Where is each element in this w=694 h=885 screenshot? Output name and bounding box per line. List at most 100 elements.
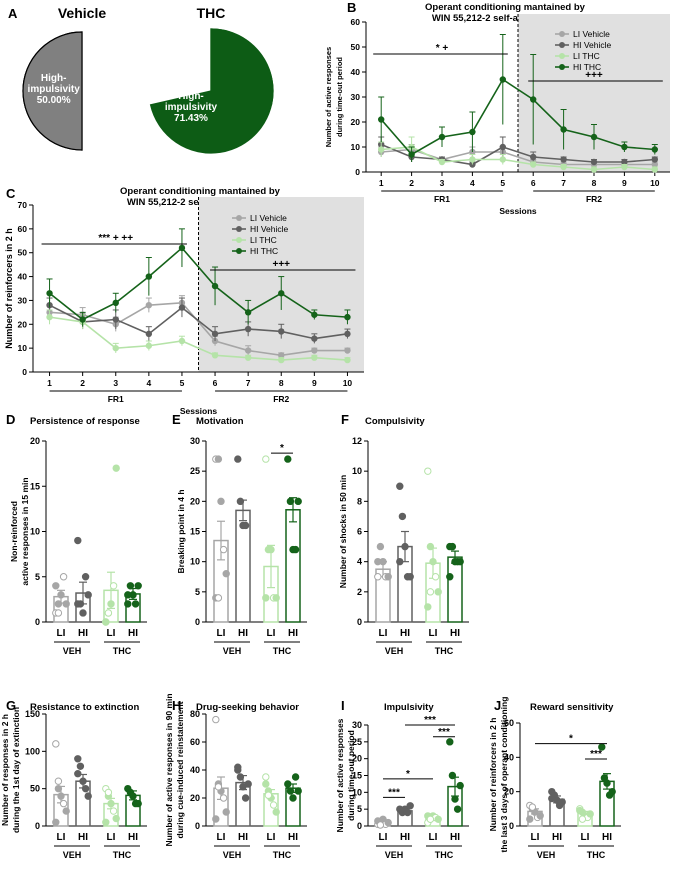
series-line-li-vehicle — [49, 301, 348, 357]
x-tick-label: LI — [107, 832, 116, 843]
data-point-hi-vehicle — [236, 497, 245, 506]
data-point-hi-thc — [124, 600, 132, 608]
data-point-hi-thc — [289, 794, 297, 802]
data-point-hi-thc — [378, 116, 385, 123]
y-axis-label: Number of shocks in 50 min — [338, 475, 348, 588]
y-tick-label: 10 — [190, 557, 200, 567]
y-axis-label: active responses in 15 min — [20, 477, 30, 585]
data-point-hi-vehicle — [79, 777, 87, 785]
x-tick-label: 7 — [246, 378, 251, 388]
data-point-hi-vehicle — [74, 755, 82, 763]
x-tick-label: 9 — [622, 178, 627, 188]
x-tick-label: 8 — [592, 178, 597, 188]
pie-title: Vehicle — [58, 5, 106, 21]
data-point-hi-thc — [286, 787, 295, 795]
panel-label-b: B — [347, 0, 356, 15]
data-point-li-vehicle — [374, 557, 382, 566]
data-point-hi-vehicle — [234, 763, 242, 771]
legend-marker — [559, 42, 565, 48]
data-point-hi-vehicle — [74, 536, 82, 545]
group-label: VEH — [223, 850, 242, 860]
data-point-li-vehicle — [212, 815, 220, 823]
data-point-hi-thc — [453, 805, 462, 813]
data-point-hi-thc — [448, 771, 457, 780]
y-tick-label: 50 — [351, 42, 361, 52]
y-tick-label: 25 — [190, 466, 200, 476]
data-point-li-vehicle — [54, 784, 63, 793]
data-point-li-thc — [264, 791, 273, 799]
data-point-li-vehicle — [212, 715, 220, 724]
phase-label: FR2 — [586, 194, 602, 204]
data-point-hi-vehicle — [211, 330, 219, 338]
y-tick-label: 60 — [504, 718, 514, 728]
pie-slice-label: impulsivity — [165, 102, 218, 113]
chart-title: Operant conditioning mantained by — [425, 2, 586, 13]
data-point-li-vehicle — [57, 591, 65, 599]
data-point-li-vehicle — [214, 594, 223, 602]
data-point-li-thc — [576, 806, 584, 815]
data-point-li-vehicle — [54, 609, 63, 617]
group-label: VEH — [223, 646, 242, 656]
data-point-li-vehicle — [278, 352, 285, 359]
data-point-hi-thc — [178, 244, 186, 252]
data-point-li-vehicle — [62, 600, 70, 608]
y-tick-label: 15 — [352, 771, 362, 781]
data-point-hi-thc — [408, 151, 415, 158]
chart-title: Resistance to extinction — [30, 702, 139, 713]
data-point-hi-thc — [134, 799, 142, 808]
data-point-li-thc — [262, 773, 270, 781]
y-tick-label: 10 — [352, 466, 362, 476]
data-point-hi-thc — [438, 133, 446, 141]
pie-slice-label: 71.43% — [174, 113, 208, 124]
y-tick-label: 10 — [352, 787, 362, 797]
x-tick-label: LI — [107, 628, 116, 639]
panel-label-e: E — [172, 412, 181, 427]
y-tick-label: 10 — [30, 527, 40, 537]
x-tick-label: LI — [217, 628, 226, 639]
x-tick-label: 6 — [213, 378, 218, 388]
sig-label: * — [569, 734, 573, 745]
data-point-hi-vehicle — [621, 158, 628, 166]
y-tick-label: 5 — [195, 587, 200, 597]
data-point-hi-thc — [294, 497, 302, 506]
data-point-hi-thc — [446, 738, 454, 746]
series-line-li-thc — [381, 146, 655, 171]
data-point-li-thc — [651, 166, 658, 173]
x-tick-label: 4 — [146, 378, 151, 388]
y-axis-label: Number of reinforcers in 2 h — [488, 718, 498, 832]
x-tick-label: HI — [128, 628, 138, 639]
x-tick-label: 3 — [113, 378, 118, 388]
data-point-li-thc — [244, 354, 252, 361]
group-label: THC — [273, 850, 292, 860]
y-tick-label: 8 — [357, 496, 362, 506]
y-tick-label: 15 — [190, 527, 200, 537]
legend-marker — [236, 248, 242, 254]
y-tick-label: 20 — [18, 319, 28, 329]
data-point-hi-vehicle — [241, 521, 250, 530]
x-tick-label: HI — [602, 832, 612, 843]
legend-marker — [236, 215, 242, 221]
x-tick-label: 8 — [279, 378, 284, 388]
legend-label: HI Vehicle — [573, 40, 612, 50]
pie-slice-label: High- — [41, 73, 67, 84]
data-point-hi-vehicle — [398, 512, 407, 521]
y-axis-label: Number of reinforcers in 2 h — [4, 228, 14, 349]
data-point-hi-thc — [448, 542, 457, 551]
legend-label: HI THC — [250, 246, 278, 256]
data-point-hi-thc — [291, 545, 300, 554]
data-point-hi-vehicle — [79, 609, 87, 617]
data-point-hi-thc — [651, 146, 658, 153]
y-axis-label: during cue-induced reinstatement — [175, 701, 185, 838]
y-tick-label: 15 — [30, 481, 40, 491]
data-point-li-thc — [112, 814, 120, 823]
legend-marker — [236, 226, 242, 232]
data-point-hi-thc — [124, 591, 132, 599]
chart-title: Drug-seeking behavior — [196, 702, 299, 713]
data-point-hi-vehicle — [84, 792, 92, 800]
sig-label: * — [280, 443, 284, 454]
data-point-li-thc — [109, 582, 118, 590]
x-axis-label: Sessions — [180, 406, 218, 416]
data-point-li-thc — [102, 618, 110, 626]
y-tick-label: 20 — [30, 436, 40, 446]
